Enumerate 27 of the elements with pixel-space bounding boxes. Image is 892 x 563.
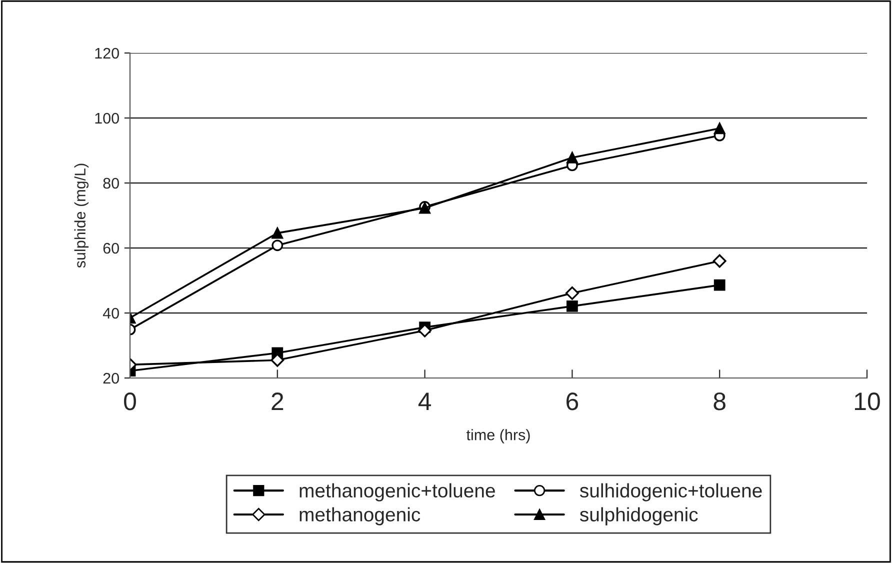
point bbox=[566, 300, 578, 312]
y-tick-label: 120 bbox=[95, 48, 119, 59]
legend-label: methanogenic bbox=[300, 507, 420, 526]
point bbox=[565, 286, 579, 300]
x-axis-title: time (hrs) bbox=[466, 429, 530, 444]
legend-label: sulphidogenic bbox=[580, 507, 698, 526]
point bbox=[272, 227, 284, 239]
x-tick-label: 10 bbox=[855, 392, 880, 410]
legend-label: methanogenic+toluene bbox=[300, 483, 495, 502]
y-tick-label: 40 bbox=[102, 308, 119, 319]
point bbox=[714, 279, 726, 291]
y-tick-label: 20 bbox=[103, 372, 119, 384]
point bbox=[566, 152, 578, 164]
y-tick-label: 60 bbox=[103, 242, 119, 254]
legend-label: sulhidogenic+toluene bbox=[580, 483, 762, 502]
x-tick-label: 6 bbox=[566, 392, 578, 410]
y-tick-label: 80 bbox=[103, 178, 119, 189]
y-axis-title: sulphide (mg/L) bbox=[74, 164, 89, 268]
point bbox=[418, 324, 432, 338]
x-tick-label: 0 bbox=[124, 392, 136, 410]
y-tick-label: 100 bbox=[95, 112, 119, 124]
point bbox=[714, 122, 726, 134]
x-tick-label: 2 bbox=[272, 392, 284, 410]
point bbox=[272, 240, 284, 252]
point bbox=[712, 254, 726, 268]
x-tick-label: 4 bbox=[418, 392, 432, 410]
x-tick-label: 8 bbox=[714, 392, 726, 410]
